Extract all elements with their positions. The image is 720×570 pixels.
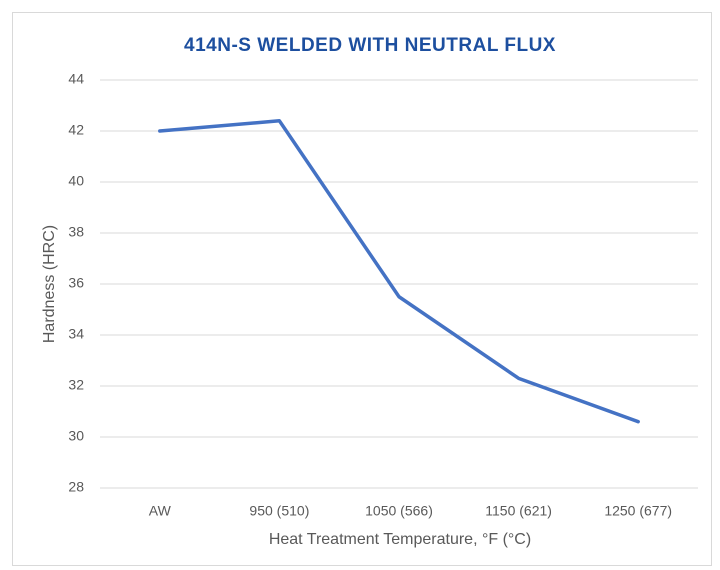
chart-border [12,12,712,566]
x-tick-label: 1150 (621) [485,503,552,519]
x-tick-label: 1050 (566) [365,503,433,519]
y-tick-label: 38 [68,224,84,240]
y-tick-label: 28 [68,479,84,495]
chart-title: 414N-S WELDED WITH NEUTRAL FLUX [184,35,556,56]
y-tick-label: 42 [68,122,84,138]
y-tick-label: 30 [68,428,84,444]
x-tick-label: 950 (510) [249,503,309,519]
y-axis-title: Hardness (HRC) [41,225,58,343]
y-tick-label: 44 [68,71,84,87]
y-tick-label: 34 [68,326,84,342]
data-line [158,119,640,424]
y-tick-label: 32 [68,377,84,393]
x-tick-label: AW [149,503,172,519]
y-tick-label: 40 [68,173,84,189]
x-tick-label: 1250 (677) [604,503,672,519]
y-tick-label: 36 [68,275,84,291]
x-axis-title: Heat Treatment Temperature, °F (°C) [269,531,531,548]
